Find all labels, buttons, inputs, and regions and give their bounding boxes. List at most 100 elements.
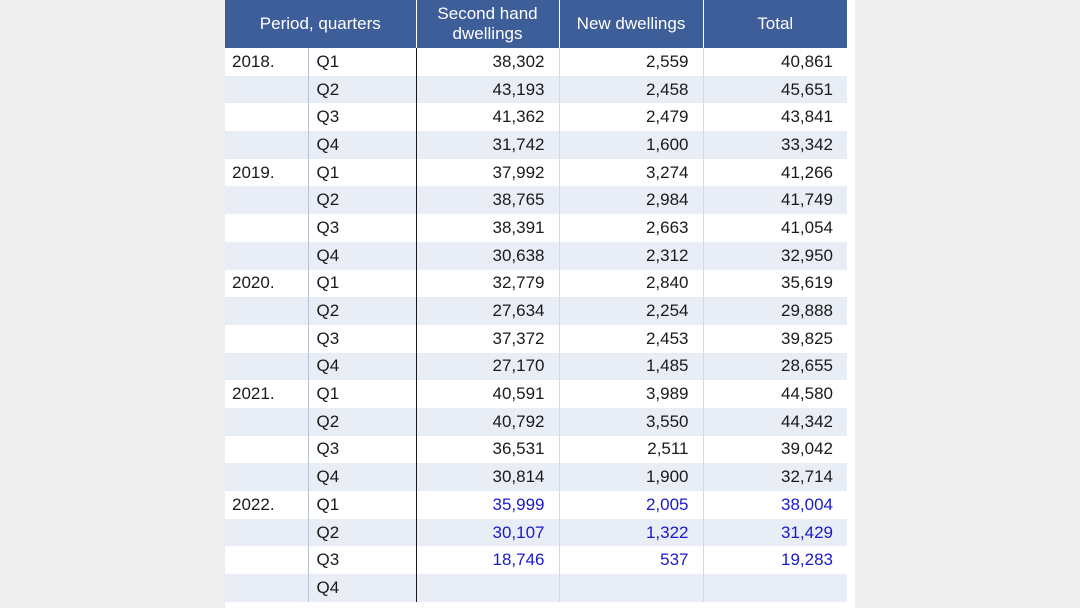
second-hand-cell: 43,193 [415,75,560,104]
year-cell [225,131,308,159]
second-hand-cell: 35,999 [415,491,560,519]
total-cell: 33,342 [702,131,848,159]
second-hand-cell: 30,638 [415,241,560,270]
quarter-cell: Q2 [307,518,417,547]
year-cell [225,518,308,547]
second-hand-cell: 18,746 [415,546,560,575]
quarter-cell: Q2 [307,407,417,436]
table-row: Q2 27,634 2,254 29,888 [225,297,848,325]
year-cell: 2020. [225,269,308,298]
second-hand-cell [415,574,560,602]
table-panel: Period, quarters Second hand dwellings N… [225,0,855,608]
table-row: Q4 31,742 1,600 33,342 [225,131,848,159]
quarter-cell: Q1 [307,491,417,519]
new-dwellings-cell: 2,453 [558,324,704,353]
table-row: Q4 [225,574,848,602]
new-dwellings-cell: 3,550 [558,407,704,436]
total-cell: 44,580 [702,380,848,408]
year-cell [225,435,308,464]
second-hand-cell: 30,814 [415,463,560,491]
quarter-cell: Q3 [307,546,417,575]
year-cell [225,186,308,215]
new-dwellings-cell: 1,900 [558,463,704,491]
table-row: Q2 38,765 2,984 41,749 [225,186,848,215]
year-cell [225,324,308,353]
year-cell [225,214,308,242]
new-dwellings-cell: 2,479 [558,103,704,132]
table-row: Q4 27,170 1,485 28,655 [225,352,848,381]
year-cell [225,546,308,575]
table-row: Q3 36,531 2,511 39,042 [225,435,848,464]
total-cell: 41,054 [702,214,848,242]
year-cell [225,407,308,436]
second-hand-cell: 27,634 [415,297,560,325]
new-dwellings-cell: 2,663 [558,214,704,242]
new-dwellings-cell: 2,312 [558,241,704,270]
header-second-hand: Second hand dwellings [415,0,560,48]
table-row: 2018. Q1 38,302 2,559 40,861 [225,48,848,76]
quarter-cell: Q1 [307,269,417,298]
quarter-cell: Q4 [307,352,417,381]
table-row: 2020. Q1 32,779 2,840 35,619 [225,269,848,298]
year-cell [225,574,308,602]
year-cell: 2019. [225,158,308,187]
quarter-cell: Q4 [307,241,417,270]
table-row: Q3 18,746 537 19,283 [225,546,848,575]
total-cell: 39,825 [702,324,848,353]
total-cell [702,574,848,602]
new-dwellings-cell [558,574,704,602]
quarter-cell: Q4 [307,131,417,159]
total-cell: 38,004 [702,491,848,519]
new-dwellings-cell: 2,840 [558,269,704,298]
second-hand-cell: 38,765 [415,186,560,215]
total-cell: 29,888 [702,297,848,325]
table-row: 2022. Q1 35,999 2,005 38,004 [225,491,848,519]
year-cell [225,75,308,104]
total-cell: 40,861 [702,48,848,76]
total-cell: 19,283 [702,546,848,575]
quarter-cell: Q1 [307,380,417,408]
table-row: Q3 41,362 2,479 43,841 [225,103,848,132]
total-cell: 35,619 [702,269,848,298]
second-hand-cell: 36,531 [415,435,560,464]
new-dwellings-cell: 2,984 [558,186,704,215]
table-row: Q2 43,193 2,458 45,651 [225,75,848,104]
quarter-cell: Q4 [307,463,417,491]
table-body: 2018. Q1 38,302 2,559 40,861 Q2 43,193 2,458 45,… [225,48,848,602]
year-cell [225,352,308,381]
table-row: Q2 40,792 3,550 44,342 [225,407,848,436]
quarter-cell: Q3 [307,435,417,464]
total-cell: 32,950 [702,241,848,270]
year-cell [225,241,308,270]
second-hand-cell: 38,302 [415,48,560,76]
table-row: Q4 30,638 2,312 32,950 [225,241,848,270]
quarter-cell: Q3 [307,214,417,242]
table-row: Q2 30,107 1,322 31,429 [225,518,848,547]
total-cell: 41,266 [702,158,848,187]
year-cell: 2022. [225,491,308,519]
new-dwellings-cell: 3,989 [558,380,704,408]
new-dwellings-cell: 2,005 [558,491,704,519]
total-cell: 41,749 [702,186,848,215]
total-cell: 43,841 [702,103,848,132]
table-row: Q3 38,391 2,663 41,054 [225,214,848,242]
quarter-cell: Q1 [307,48,417,76]
year-cell: 2018. [225,48,308,76]
header-period: Period, quarters [225,0,417,48]
second-hand-cell: 37,992 [415,158,560,187]
quarter-cell: Q2 [307,297,417,325]
quarter-cell: Q3 [307,103,417,132]
quarter-cell: Q2 [307,75,417,104]
new-dwellings-cell: 537 [558,546,704,575]
second-hand-cell: 31,742 [415,131,560,159]
table-row: 2019. Q1 37,992 3,274 41,266 [225,158,848,187]
new-dwellings-cell: 1,485 [558,352,704,381]
quarter-cell: Q4 [307,574,417,602]
year-cell: 2021. [225,380,308,408]
second-hand-cell: 32,779 [415,269,560,298]
second-hand-cell: 41,362 [415,103,560,132]
dwellings-table: Period, quarters Second hand dwellings N… [225,0,848,602]
new-dwellings-cell: 2,458 [558,75,704,104]
second-hand-cell: 27,170 [415,352,560,381]
second-hand-cell: 30,107 [415,518,560,547]
